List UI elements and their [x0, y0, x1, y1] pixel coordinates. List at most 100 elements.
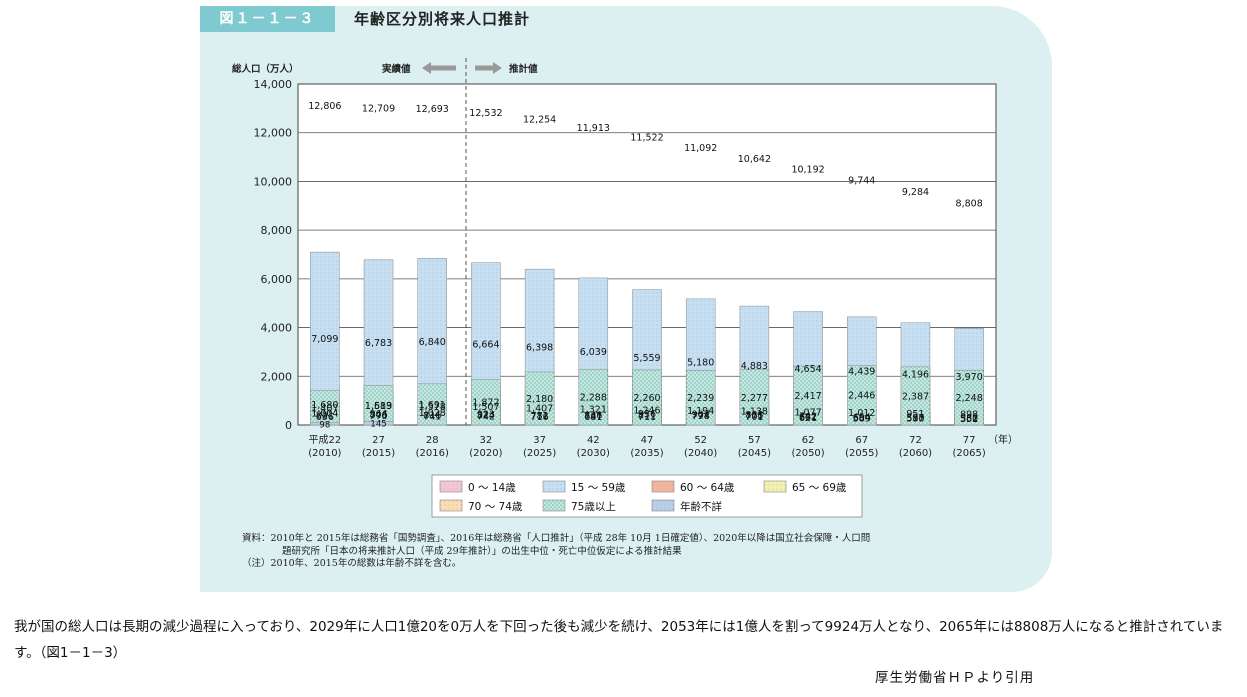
source-line-1: 資料：2010年と 2015年は総務省「国勢調査」、2016年は総務省「人口推計… — [242, 533, 871, 544]
y-tick-label: 12,000 — [254, 127, 293, 140]
segment-value-label: 1,138 — [741, 407, 768, 418]
segment-value-label: 816 — [423, 411, 441, 422]
legend-label: 15 ～ 59歳 — [571, 482, 626, 494]
segment-value-label: 2,387 — [902, 391, 929, 402]
segment-value-label: 682 — [799, 412, 817, 423]
total-label: 12,709 — [362, 103, 395, 114]
segment-value-label: 1,613 — [365, 401, 392, 412]
segment-value-label: 2,417 — [794, 391, 821, 402]
legend-label: 60 ～ 64歳 — [680, 482, 735, 494]
total-label: 9,744 — [848, 176, 875, 187]
segment-value-label: 868 — [745, 410, 763, 421]
legend: 0 ～ 14歳 15 ～ 59歳 60 ～ 64歳 65 ～ 69歳 70 ～ 74歳 7… — [439, 480, 847, 513]
x-tick-era: 47 — [641, 435, 654, 446]
source-line-2: 題研究所「日本の将来推計人口（平成 29年推計）」の出生中位・死亡中位仮定による… — [282, 545, 682, 557]
x-tick-year: (2016) — [416, 448, 449, 459]
credit-text: 厚生労働省ＨＰより引用 — [875, 670, 1035, 686]
segment-value-label: 1,507 — [472, 402, 499, 413]
x-tick-era: 62 — [802, 435, 815, 446]
segment-value-label: 711 — [638, 412, 656, 423]
stacked-bar-chart: 1,6807,0991,0048216961,4079812,8061,5896… — [232, 58, 1018, 518]
x-tick-era: 27 — [372, 435, 385, 446]
x-tick-era: 72 — [909, 435, 922, 446]
legend-swatch-texture — [543, 500, 565, 511]
bar-texture — [954, 370, 984, 425]
segment-value-label: 936 — [638, 409, 656, 420]
segment-value-label: 621 — [799, 413, 817, 424]
bar-texture — [364, 421, 394, 425]
x-tick-year: (2045) — [738, 448, 771, 459]
projected-label: 推計値 — [509, 63, 538, 75]
segment-value-label: 696 — [316, 412, 334, 423]
total-label: 10,192 — [791, 165, 824, 176]
segment-value-label: 580 — [906, 413, 924, 424]
x-tick-year: (2035) — [630, 448, 663, 459]
x-tick-year: (2025) — [523, 448, 556, 459]
arrow-right-icon — [475, 62, 502, 74]
x-tick-year: (2055) — [845, 448, 878, 459]
bar-texture — [793, 366, 823, 425]
segment-value-label: 4,439 — [848, 366, 875, 377]
x-tick-year: (2060) — [899, 448, 932, 459]
y-tick-label: 8,000 — [261, 224, 293, 237]
legend-label: 75歳以上 — [571, 501, 616, 513]
total-label: 11,913 — [577, 123, 610, 134]
segment-value-label: 597 — [906, 413, 924, 424]
segment-value-label: 798 — [692, 411, 710, 422]
segment-value-label: 701 — [745, 412, 763, 423]
segment-value-label: 1,680 — [311, 400, 338, 411]
legend-swatch-texture — [764, 481, 786, 492]
bar-texture — [632, 369, 662, 425]
segment-value-label: 741 — [423, 411, 441, 422]
segment-value-label: 3,970 — [956, 372, 983, 383]
segment-value-label: 824 — [477, 410, 495, 421]
x-tick-era: 57 — [748, 435, 761, 446]
segment-value-label: 4,883 — [741, 361, 768, 372]
segment-value-label: 4,654 — [794, 364, 821, 375]
segment-value-label: 1,589 — [365, 401, 392, 412]
segment-value-label: 1,246 — [633, 405, 660, 416]
segment-value-label: 6,783 — [365, 338, 392, 349]
segment-value-label: 1,077 — [794, 407, 821, 418]
segment-value-label: 1,407 — [526, 403, 553, 414]
segment-value-label: 2,277 — [741, 393, 768, 404]
y-tick-label: 2,000 — [261, 370, 293, 383]
total-label: 9,284 — [902, 187, 929, 198]
segment-value-label: 2,239 — [687, 393, 714, 404]
legend-label: 年齢不詳 — [680, 500, 722, 513]
x-tick-era: 52 — [694, 435, 707, 446]
bar-texture — [739, 369, 769, 425]
bar-texture — [847, 365, 877, 425]
segment-value-label: 1,028 — [419, 408, 446, 419]
x-tick-era: 77 — [963, 435, 976, 446]
total-label: 11,092 — [684, 143, 717, 154]
y-axis-label: 総人口（万人） — [232, 63, 299, 75]
segment-value-label: 846 — [369, 410, 387, 421]
segment-value-label: 774 — [692, 411, 710, 422]
y-tick-label: 14,000 — [254, 78, 293, 91]
segment-value-label: 145 — [370, 420, 386, 430]
x-tick-year: (2065) — [953, 448, 986, 459]
actual-label: 実績値 — [382, 63, 411, 75]
legend-label: 65 ～ 69歳 — [792, 482, 847, 494]
segment-value-label: 5,180 — [687, 357, 714, 368]
legend-swatch-texture — [440, 500, 462, 511]
segment-value-label: 573 — [906, 414, 924, 425]
data-labels: 1,6807,0991,0048216961,4079812,8061,5896… — [308, 101, 983, 430]
segment-value-label: 716 — [531, 412, 549, 423]
segment-value-label: 742 — [799, 411, 817, 422]
x-tick-year: (2040) — [684, 448, 717, 459]
bar-texture — [900, 366, 930, 425]
x-tick-year: (2020) — [469, 448, 502, 459]
segment-value-label: 747 — [584, 411, 602, 422]
segment-value-label: 951 — [906, 409, 924, 420]
total-label: 12,806 — [308, 101, 341, 112]
bar-texture — [578, 369, 608, 425]
x-tick-era: 67 — [855, 435, 868, 446]
legend-label: 70 ～ 74歳 — [468, 501, 523, 513]
segment-value-label: 907 — [692, 409, 710, 420]
segment-value-label: 6,039 — [580, 347, 607, 358]
segment-value-label: 1,872 — [472, 398, 499, 409]
bar-texture — [310, 422, 340, 425]
axes: 14,000 12,000 10,000 8,000 6,000 4,000 2,000 0 平… — [254, 78, 986, 459]
